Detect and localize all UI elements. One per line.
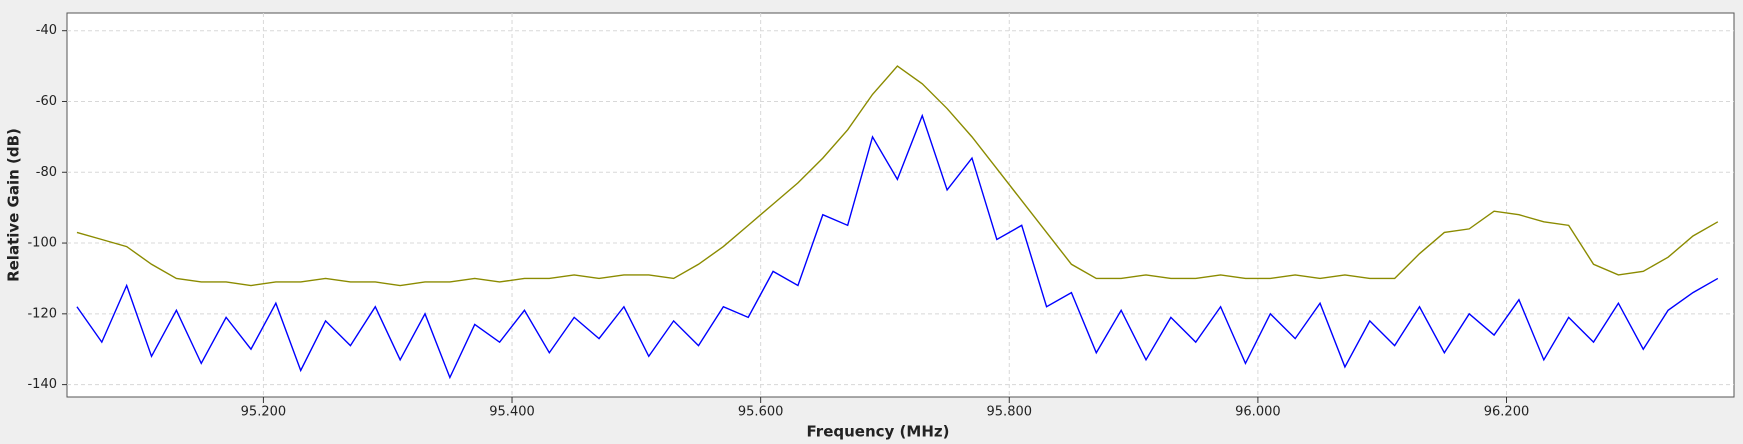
y-tick-label: -120 [27,306,57,321]
x-tick-label: 95.800 [987,405,1033,420]
x-tick-label: 96.000 [1235,405,1281,420]
y-tick-label: -80 [36,165,57,180]
series-line [76,65,1719,287]
series-line [76,113,1719,380]
y-tick-label: -40 [36,23,57,38]
y-tick-label: -60 [36,94,57,109]
x-tick-label: 96.200 [1484,405,1530,420]
y-tick-label: -140 [27,377,57,392]
y-axis-label: Relative Gain (dB) [5,128,23,282]
x-tick-label: 95.600 [738,405,784,420]
x-axis-label: Frequency (MHz) [807,423,950,441]
x-tick-label: 95.400 [489,405,535,420]
x-tick-label: 95.200 [241,405,287,420]
y-tick-label: -100 [27,236,57,251]
